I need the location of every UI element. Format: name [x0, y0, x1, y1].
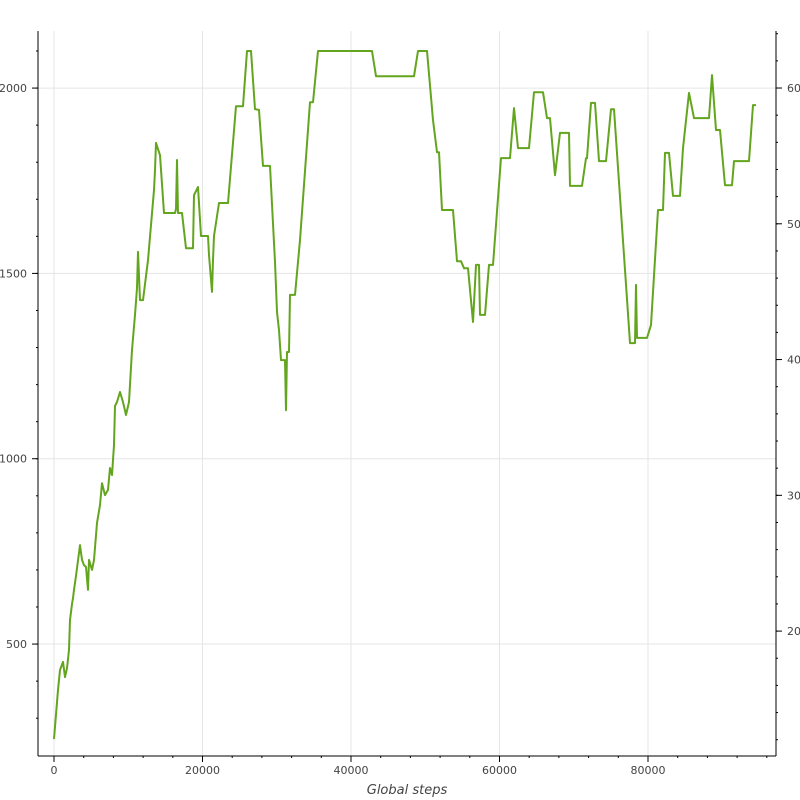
- x-tick-label: 80000: [630, 764, 665, 777]
- series-layer: [53, 50, 756, 739]
- x-tick-label: 0: [51, 764, 58, 777]
- y2-tick-label: 60: [787, 82, 800, 95]
- y2-tick-label: 30: [787, 489, 800, 502]
- x-tick-label: 40000: [333, 764, 368, 777]
- y-tick-label: 2000: [0, 82, 27, 95]
- x-tick-label: 60000: [482, 764, 517, 777]
- y-tick-label: 500: [6, 638, 27, 651]
- axes: 0 20000 40000 60000 80000 500 1000 1500 2000 20 30…: [0, 31, 800, 777]
- y2-tick-label: 50: [787, 218, 800, 231]
- y2-tick-label: 40: [787, 354, 800, 367]
- y2-tick-label: 20: [787, 625, 800, 638]
- y-tick-label: 1000: [0, 453, 27, 466]
- grid: [38, 31, 776, 756]
- series-line: [53, 50, 756, 739]
- x-axis-label: Global steps: [367, 783, 448, 798]
- y-tick-label: 1500: [0, 267, 27, 280]
- x-tick-label: 20000: [185, 764, 220, 777]
